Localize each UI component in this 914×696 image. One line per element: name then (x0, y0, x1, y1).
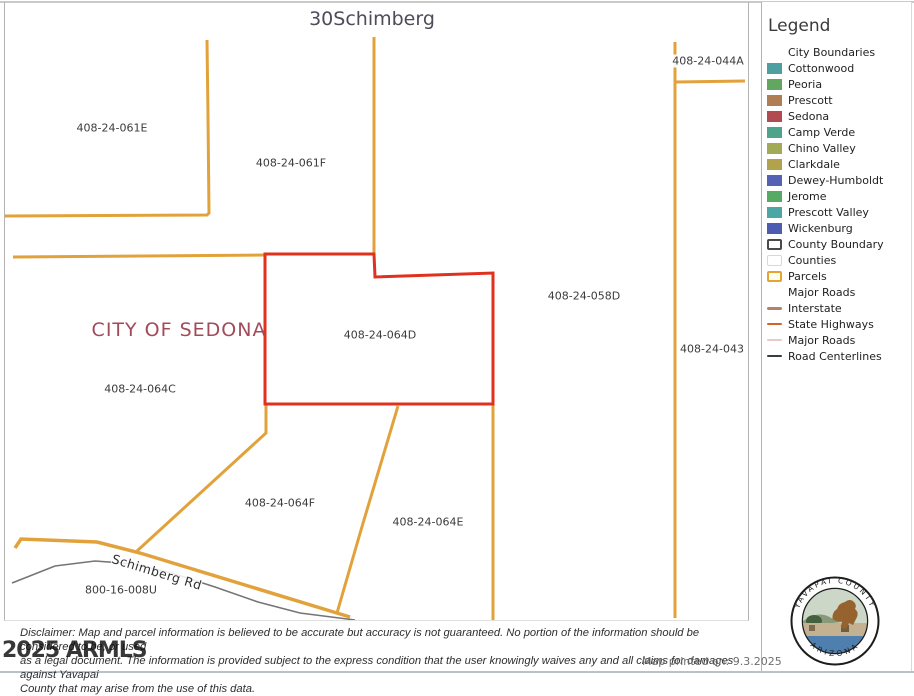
legend-item-label: Major Roads (788, 285, 856, 299)
legend-title: Legend (768, 16, 831, 36)
legend-item-label: Camp Verde (788, 125, 856, 139)
parcel-boundary-line (335, 405, 400, 614)
parcel-boundary-line (4, 39, 211, 218)
legend-swatch (767, 339, 782, 341)
parcel-boundary-line (135, 404, 268, 553)
legend-item: Wickenburg (762, 220, 911, 236)
parcel-label: 408-24-064C (103, 382, 177, 396)
legend-swatch (767, 142, 782, 154)
legend-item: State Highways (762, 316, 911, 332)
parcel-label: 408-24-064E (391, 515, 465, 529)
road-schimberg-line (13, 537, 351, 619)
legend-item-label: City Boundaries (788, 45, 876, 59)
legend-item-label: Parcels (788, 269, 827, 283)
legend-item: Sedona (762, 108, 911, 124)
parcel-map-canvas (4, 37, 746, 621)
legend-item-label: Prescott (788, 93, 833, 107)
legend-item: Major Roads (762, 284, 911, 300)
legend-item-label: Wickenburg (788, 221, 853, 235)
legend-item-label: Cottonwood (788, 61, 855, 75)
legend-swatch (767, 190, 782, 202)
parcel-label: 408-24-043 (679, 342, 745, 356)
legend-item-label: Sedona (788, 109, 830, 123)
legend-swatch (767, 78, 782, 90)
disclaimer-line: Disclaimer: Map and parcel information i… (20, 627, 700, 653)
legend-swatch (767, 254, 782, 266)
seal-bronco-rider (832, 600, 858, 629)
legend-item: Interstate (762, 300, 911, 316)
legend-item: Camp Verde (762, 124, 911, 140)
parcel-boundary-line (675, 79, 746, 84)
page-bottom-border (0, 671, 914, 673)
legend-swatch (767, 222, 782, 234)
legend-swatch (767, 322, 782, 326)
legend-item: Prescott Valley (762, 204, 911, 220)
parcel-boundary-line (12, 253, 266, 259)
legend-item-label: County Boundary (788, 237, 884, 251)
legend-swatch (767, 126, 782, 138)
legend-swatch (767, 62, 782, 74)
legend-swatch (767, 270, 782, 282)
print-date: Map printed on: 9.3.2025 (642, 655, 782, 668)
legend-item-label: Prescott Valley (788, 205, 869, 219)
parcel-label: 408-24-064F (243, 496, 317, 510)
legend-item: Peoria (762, 76, 911, 92)
watermark: 2025 ARMLS (2, 638, 148, 663)
legend-item-label: Counties (788, 253, 837, 267)
legend-item-label: Dewey-Humboldt (788, 173, 884, 187)
legend-swatch (767, 94, 782, 106)
legend-item: Dewey-Humboldt (762, 172, 911, 188)
legend-item: Counties (762, 252, 911, 268)
legend-item: Chino Valley (762, 140, 911, 156)
legend-item: City Boundaries (762, 44, 911, 60)
legend-item: County Boundary (762, 236, 911, 252)
legend-swatch (767, 174, 782, 186)
parcel-label: 408-24-044A (671, 54, 745, 68)
legend-item-label: Interstate (788, 301, 842, 315)
legend-item: Cottonwood (762, 60, 911, 76)
county-seal: YAVAPAI COUNTY ARIZONA (790, 576, 880, 666)
legend-swatch (767, 355, 782, 357)
legend-swatch (767, 238, 782, 250)
legend-item-label: State Highways (788, 317, 874, 331)
legend-item-label: Chino Valley (788, 141, 856, 155)
legend-item: Prescott (762, 92, 911, 108)
legend-swatch (767, 110, 782, 122)
legend-item: Jerome (762, 188, 911, 204)
disclaimer-line: County that may arise from the use of th… (20, 683, 256, 695)
parcel-label: 408-24-064D (342, 328, 418, 342)
parcel-label: 408-24-061E (75, 121, 149, 135)
map-title: 30Schimberg (309, 8, 435, 30)
page-top-border (0, 1, 914, 3)
highlighted-parcel-outline (263, 252, 495, 406)
legend-item-label: Clarkdale (788, 157, 840, 171)
city-boundary-label: CITY OF SEDONA (91, 319, 267, 341)
legend-item-label: Major Roads (788, 333, 856, 347)
parcel-label: 408-24-058D (546, 289, 622, 303)
legend-item: Road Centerlines (762, 348, 911, 364)
legend-swatch (767, 206, 782, 218)
legend-item-label: Road Centerlines (788, 349, 882, 363)
legend-item-label: Peoria (788, 77, 823, 91)
legend-item: Clarkdale (762, 156, 911, 172)
road-centerline (11, 560, 356, 621)
parcel-label: 408-24-061F (254, 156, 328, 170)
legend-panel: Legend City Boundaries Cottonwood Peoria Pr… (761, 2, 912, 671)
legend-list: City Boundaries Cottonwood Peoria Prescott S… (762, 44, 911, 364)
legend-item: Major Roads (762, 332, 911, 348)
legend-item: Parcels (762, 268, 911, 284)
parcel-label: 800-16-008U (84, 583, 158, 597)
legend-swatch (767, 306, 782, 310)
legend-swatch (767, 158, 782, 170)
legend-item-label: Jerome (788, 189, 827, 203)
